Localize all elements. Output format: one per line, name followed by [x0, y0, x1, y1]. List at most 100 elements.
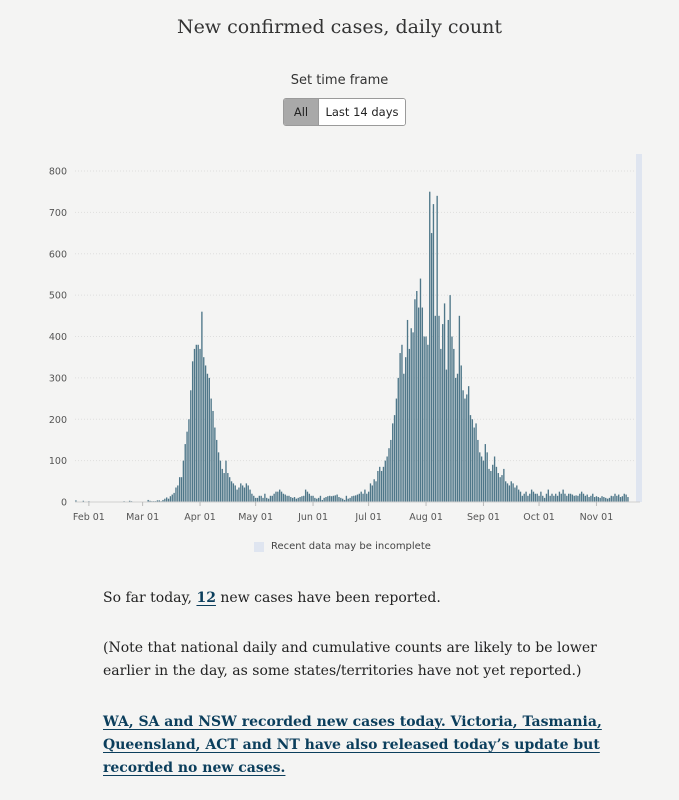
legend-label: Recent data may be incomplete — [271, 541, 431, 552]
bar — [319, 495, 322, 502]
bar — [204, 365, 207, 502]
bar — [182, 460, 185, 502]
bar — [238, 487, 240, 502]
bar — [525, 491, 527, 502]
bar — [403, 373, 405, 502]
bar — [462, 390, 464, 502]
bar — [380, 470, 383, 502]
bar — [342, 498, 344, 502]
bar — [445, 369, 448, 502]
bar — [253, 495, 255, 502]
bar — [240, 483, 242, 502]
bar — [349, 497, 351, 502]
bar — [482, 460, 485, 502]
bar — [514, 487, 516, 502]
bar — [330, 496, 333, 502]
bar — [219, 460, 222, 502]
bar — [299, 497, 301, 502]
bar — [221, 468, 223, 502]
bar — [306, 491, 309, 502]
bar — [412, 332, 414, 502]
bar — [206, 373, 209, 502]
bar — [582, 493, 585, 502]
bar — [277, 491, 279, 502]
bar — [510, 481, 512, 502]
bar — [623, 493, 625, 502]
bar — [614, 493, 616, 502]
bar — [312, 495, 314, 502]
bar — [256, 497, 259, 502]
bar — [536, 493, 538, 502]
bar — [373, 479, 375, 502]
y-tick-label: 300 — [49, 373, 67, 384]
bar — [354, 495, 357, 502]
bar — [560, 493, 562, 502]
bar — [590, 495, 592, 502]
bar — [303, 495, 305, 502]
bar — [499, 477, 501, 502]
today-count-link[interactable]: 12 — [196, 590, 216, 606]
bar — [540, 491, 542, 502]
time-frame-last-14-days-button[interactable]: Last 14 days — [319, 99, 405, 125]
y-tick-label: 100 — [49, 456, 67, 467]
y-tick-label: 400 — [49, 332, 67, 343]
bar — [432, 204, 435, 502]
bar — [321, 499, 323, 502]
bar — [297, 497, 299, 502]
bar — [516, 485, 518, 502]
bar — [417, 307, 420, 502]
bar — [384, 460, 386, 502]
bar — [364, 489, 366, 502]
bar — [340, 497, 342, 502]
states-update-link[interactable]: WA, SA and NSW recorded new cases today.… — [103, 714, 602, 776]
bar — [369, 483, 372, 502]
bar — [558, 491, 561, 502]
time-frame-toggle: All Last 14 days — [283, 98, 406, 126]
bar — [186, 431, 188, 502]
x-tick-label: Sep 01 — [467, 512, 500, 523]
bar — [347, 498, 349, 502]
y-tick-label: 600 — [49, 249, 67, 260]
bar — [603, 497, 605, 502]
bar — [621, 496, 624, 502]
bar — [169, 496, 172, 502]
bar — [338, 497, 340, 502]
bar — [606, 498, 609, 502]
bar — [210, 398, 212, 502]
bar — [447, 319, 449, 502]
bar — [488, 468, 490, 502]
bar — [156, 500, 159, 502]
bar — [399, 353, 401, 502]
bar — [128, 500, 131, 502]
bar — [575, 495, 577, 502]
bar — [580, 491, 583, 502]
time-frame-all-button[interactable]: All — [284, 99, 319, 125]
bar — [325, 497, 327, 502]
bar — [234, 485, 236, 502]
bar — [286, 495, 288, 502]
bar — [241, 485, 244, 502]
bar — [351, 496, 353, 502]
bar — [180, 477, 183, 502]
bar — [427, 344, 429, 502]
bar — [190, 390, 192, 502]
states-update: WA, SA and NSW recorded new cases today.… — [103, 711, 603, 780]
bar — [551, 493, 553, 502]
bar — [588, 497, 590, 502]
bar — [390, 439, 392, 502]
x-tick-label: Oct 01 — [523, 512, 555, 523]
bar — [438, 315, 440, 502]
bar — [249, 489, 251, 502]
bar — [619, 497, 622, 502]
summary-suffix: new cases have been reported. — [215, 590, 441, 606]
bar — [501, 475, 503, 502]
bar — [147, 499, 149, 502]
bar — [166, 497, 168, 502]
bar — [375, 481, 377, 502]
bar — [227, 473, 229, 502]
bar — [562, 489, 564, 502]
x-tick-label: Feb 01 — [73, 512, 105, 523]
bar — [612, 496, 614, 502]
bar — [443, 303, 446, 502]
bar — [301, 496, 303, 502]
